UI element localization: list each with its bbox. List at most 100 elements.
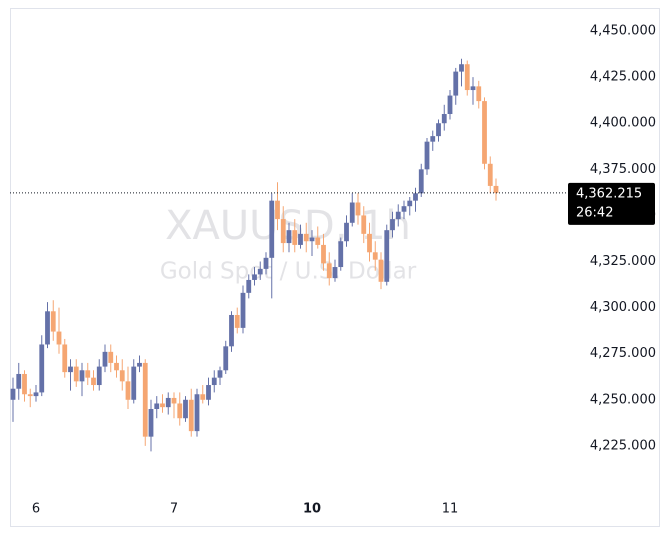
- candle-body: [223, 346, 229, 371]
- candle-body: [91, 377, 96, 386]
- candle-body: [257, 268, 263, 275]
- candle-body: [27, 394, 33, 397]
- countdown: 26:42: [576, 205, 613, 220]
- x-tick-label: 6: [32, 502, 40, 517]
- candle-body: [390, 219, 395, 231]
- last-price-box: [568, 182, 655, 225]
- candle-body: [56, 331, 62, 345]
- candle-body: [10, 388, 16, 400]
- candle-body: [349, 202, 355, 223]
- candle-body: [326, 263, 332, 279]
- candle-body: [188, 399, 194, 432]
- y-tick-label: 4,325.000: [590, 254, 656, 269]
- y-tick-label: 4,275.000: [590, 346, 656, 361]
- candle-body: [476, 86, 482, 102]
- candle-body: [142, 362, 148, 437]
- candle-body: [401, 206, 407, 212]
- y-tick-label: 4,250.000: [590, 392, 656, 407]
- candle-body: [338, 241, 344, 268]
- candle-body: [315, 237, 321, 245]
- y-tick-label: 4,425.000: [590, 70, 656, 85]
- candle-body: [108, 351, 114, 363]
- candle-body: [436, 123, 441, 137]
- candle-body: [332, 267, 338, 279]
- candle-body: [482, 101, 487, 164]
- candle-body: [378, 259, 384, 282]
- candle-body: [361, 215, 367, 234]
- candle-body: [303, 233, 309, 242]
- y-tick-label: 4,400.000: [590, 116, 656, 131]
- candle-body: [493, 185, 499, 193]
- candle-body: [171, 397, 177, 404]
- candle-body: [137, 362, 142, 367]
- last-price-label: 4,362.215: [576, 186, 642, 201]
- candle-body: [309, 237, 315, 242]
- candle-body: [217, 370, 223, 378]
- candle-body: [119, 370, 125, 382]
- candle-body: [234, 314, 240, 328]
- candle-body: [384, 230, 390, 282]
- candle-body: [16, 373, 22, 389]
- candle-body: [355, 202, 361, 216]
- candle-body: [292, 230, 298, 245]
- candle-body: [372, 252, 378, 260]
- watermark-subtitle: Gold Spot / U.S. Dollar: [160, 259, 417, 285]
- candle-body: [131, 366, 137, 400]
- candle-body: [269, 200, 275, 258]
- candle-body: [114, 362, 119, 371]
- candle-body: [211, 377, 217, 386]
- candle-body: [459, 64, 464, 72]
- candle-body: [453, 71, 459, 96]
- candle-body: [470, 86, 476, 91]
- candle-body: [487, 163, 493, 186]
- candle-body: [321, 244, 326, 264]
- candle-body: [165, 397, 171, 408]
- candle-body: [430, 136, 436, 142]
- candle-body: [160, 403, 165, 408]
- candle-body: [464, 64, 470, 91]
- candle-body: [447, 95, 453, 115]
- candle-body: [407, 200, 413, 207]
- candle-body: [424, 141, 430, 170]
- x-tick-label: 7: [170, 502, 178, 517]
- candle-body: [206, 385, 211, 400]
- candle-body: [280, 219, 286, 244]
- candle-body: [96, 366, 102, 386]
- candle-body: [50, 311, 56, 332]
- x-tick-label: 11: [442, 502, 459, 517]
- candle-body: [85, 370, 91, 378]
- candle-body: [33, 392, 39, 397]
- candle-body: [298, 233, 303, 245]
- candle-body: [418, 169, 424, 194]
- candle-body: [229, 314, 234, 347]
- y-tick-label: 4,300.000: [590, 300, 656, 315]
- candle-body: [413, 193, 418, 201]
- candle-body: [22, 373, 27, 395]
- y-tick-label: 4,375.000: [590, 162, 656, 177]
- candle-body: [263, 257, 269, 269]
- candle-body: [154, 403, 160, 410]
- candle-body: [240, 292, 246, 328]
- candle-body: [367, 233, 372, 253]
- candle-body: [183, 399, 188, 419]
- candle-body: [275, 200, 280, 220]
- candle-body: [246, 279, 252, 293]
- x-tick-label: 10: [303, 502, 321, 517]
- candle-body: [45, 311, 50, 345]
- candle-body: [200, 394, 206, 400]
- candle-body: [286, 230, 292, 244]
- candle-body: [73, 366, 79, 382]
- candle-body: [177, 403, 183, 419]
- candle-body: [441, 114, 447, 124]
- candle-body: [125, 381, 131, 400]
- candle-body: [194, 394, 200, 432]
- frame: [10, 8, 660, 527]
- candle-body: [68, 366, 73, 373]
- candle-body: [102, 351, 108, 367]
- candle-body: [252, 274, 257, 280]
- candle-body: [344, 222, 349, 242]
- candle-body: [148, 409, 154, 437]
- y-tick-label: 4,450.000: [590, 24, 656, 39]
- candle-body: [39, 344, 45, 393]
